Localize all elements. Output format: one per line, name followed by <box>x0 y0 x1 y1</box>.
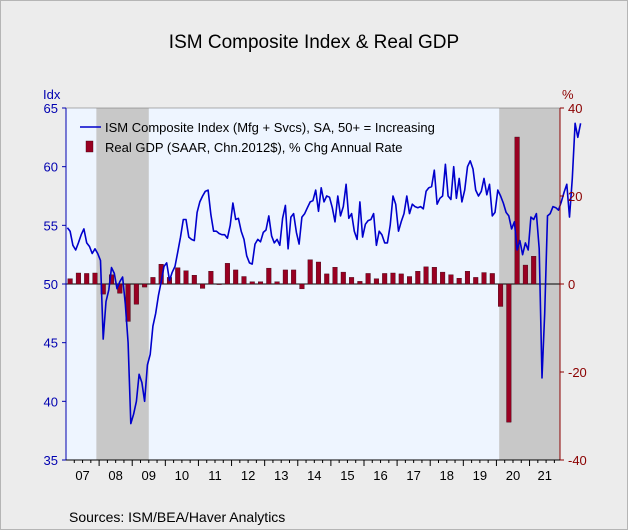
gdp-bar <box>150 277 156 285</box>
gdp-bar <box>315 261 321 285</box>
right-tick-label: -20 <box>568 365 587 380</box>
gdp-bar <box>489 273 495 285</box>
gdp-bar <box>431 267 437 285</box>
gdp-bar <box>142 283 148 288</box>
gdp-bar <box>75 272 81 285</box>
gdp-bar <box>175 267 181 285</box>
gdp-bar <box>291 269 297 285</box>
gdp-bar <box>440 271 446 285</box>
source-note: Sources: ISM/BEA/Haver Analytics <box>69 509 286 525</box>
x-tick-label: 16 <box>373 468 387 483</box>
gdp-bar <box>423 266 429 285</box>
gdp-bar <box>456 278 462 285</box>
x-tick-label: 17 <box>406 468 420 483</box>
left-tick-label: 55 <box>44 218 58 233</box>
x-tick-label: 08 <box>108 468 122 483</box>
x-tick-label: 13 <box>274 468 288 483</box>
gdp-bar <box>241 276 247 285</box>
gdp-bar <box>373 278 379 285</box>
gdp-bar <box>448 274 454 285</box>
gdp-bar <box>191 275 197 285</box>
gdp-bar <box>84 273 90 285</box>
gdp-bar <box>531 256 537 285</box>
x-tick-label: 11 <box>208 468 222 483</box>
gdp-bar <box>415 271 421 285</box>
gdp-bar <box>249 281 255 285</box>
gdp-bar <box>233 269 239 285</box>
left-tick-label: 40 <box>44 394 58 409</box>
ism-composite-line <box>66 122 582 425</box>
left-tick-label: 65 <box>44 101 58 116</box>
legend-label-gdp: Real GDP (SAAR, Chn.2012$), % Chg Annual… <box>105 140 402 155</box>
gdp-bar <box>258 281 264 285</box>
gdp-bar <box>299 283 305 290</box>
gdp-bar <box>407 276 413 285</box>
gdp-bar <box>481 272 487 285</box>
gdp-bar <box>307 259 313 285</box>
gdp-bar <box>522 264 528 285</box>
gdp-bar <box>382 273 388 285</box>
x-tick-label: 19 <box>473 468 487 483</box>
gdp-bar <box>365 273 371 285</box>
gdp-bar <box>92 272 98 285</box>
x-tick-label: 21 <box>538 468 552 483</box>
gdp-bar <box>266 267 272 285</box>
gdp-bar <box>200 283 206 289</box>
gdp-bar <box>133 283 139 305</box>
gdp-bar <box>183 270 189 285</box>
gdp-bar <box>349 277 355 285</box>
gdp-bar <box>340 271 346 285</box>
x-tick-label: 12 <box>241 468 255 483</box>
right-axis-unit: % <box>562 87 574 102</box>
x-tick-label: 20 <box>506 468 520 483</box>
gdp-bar <box>498 283 504 307</box>
legend-label-ism: ISM Composite Index (Mfg + Svcs), SA, 50… <box>105 120 435 135</box>
gdp-bar <box>208 271 214 285</box>
x-tick-label: 18 <box>440 468 454 483</box>
x-tick-label: 14 <box>307 468 321 483</box>
x-tick-label: 07 <box>75 468 89 483</box>
x-tick-label: 10 <box>175 468 189 483</box>
gdp-bar <box>390 272 396 285</box>
gdp-bar <box>274 281 280 285</box>
left-tick-label: 35 <box>44 453 58 468</box>
gdp-bar <box>67 278 73 285</box>
gdp-bar <box>473 277 479 285</box>
x-tick-label: 09 <box>142 468 156 483</box>
gdp-bar <box>216 283 222 285</box>
gdp-bar <box>109 274 115 285</box>
left-tick-label: 45 <box>44 336 58 351</box>
chart-title: ISM Composite Index & Real GDP <box>168 32 460 53</box>
gdp-bar <box>357 281 363 285</box>
legend-swatch-gdp <box>85 140 94 153</box>
left-tick-label: 60 <box>44 160 58 175</box>
right-tick-label: 20 <box>568 189 582 204</box>
gdp-bar <box>514 136 520 285</box>
gdp-bar <box>324 273 330 285</box>
x-tick-label: 15 <box>340 468 354 483</box>
gdp-bar <box>224 263 230 285</box>
left-tick-label: 50 <box>44 277 58 292</box>
gdp-bar <box>398 273 404 285</box>
gdp-bar <box>506 283 512 423</box>
gdp-bar <box>282 269 288 285</box>
left-axis-unit: Idx <box>43 87 61 102</box>
gdp-bar <box>464 271 470 285</box>
right-tick-label: -40 <box>568 453 587 468</box>
right-tick-label: 40 <box>568 101 582 116</box>
gdp-bar <box>332 267 338 285</box>
right-tick-label: 0 <box>568 277 575 292</box>
